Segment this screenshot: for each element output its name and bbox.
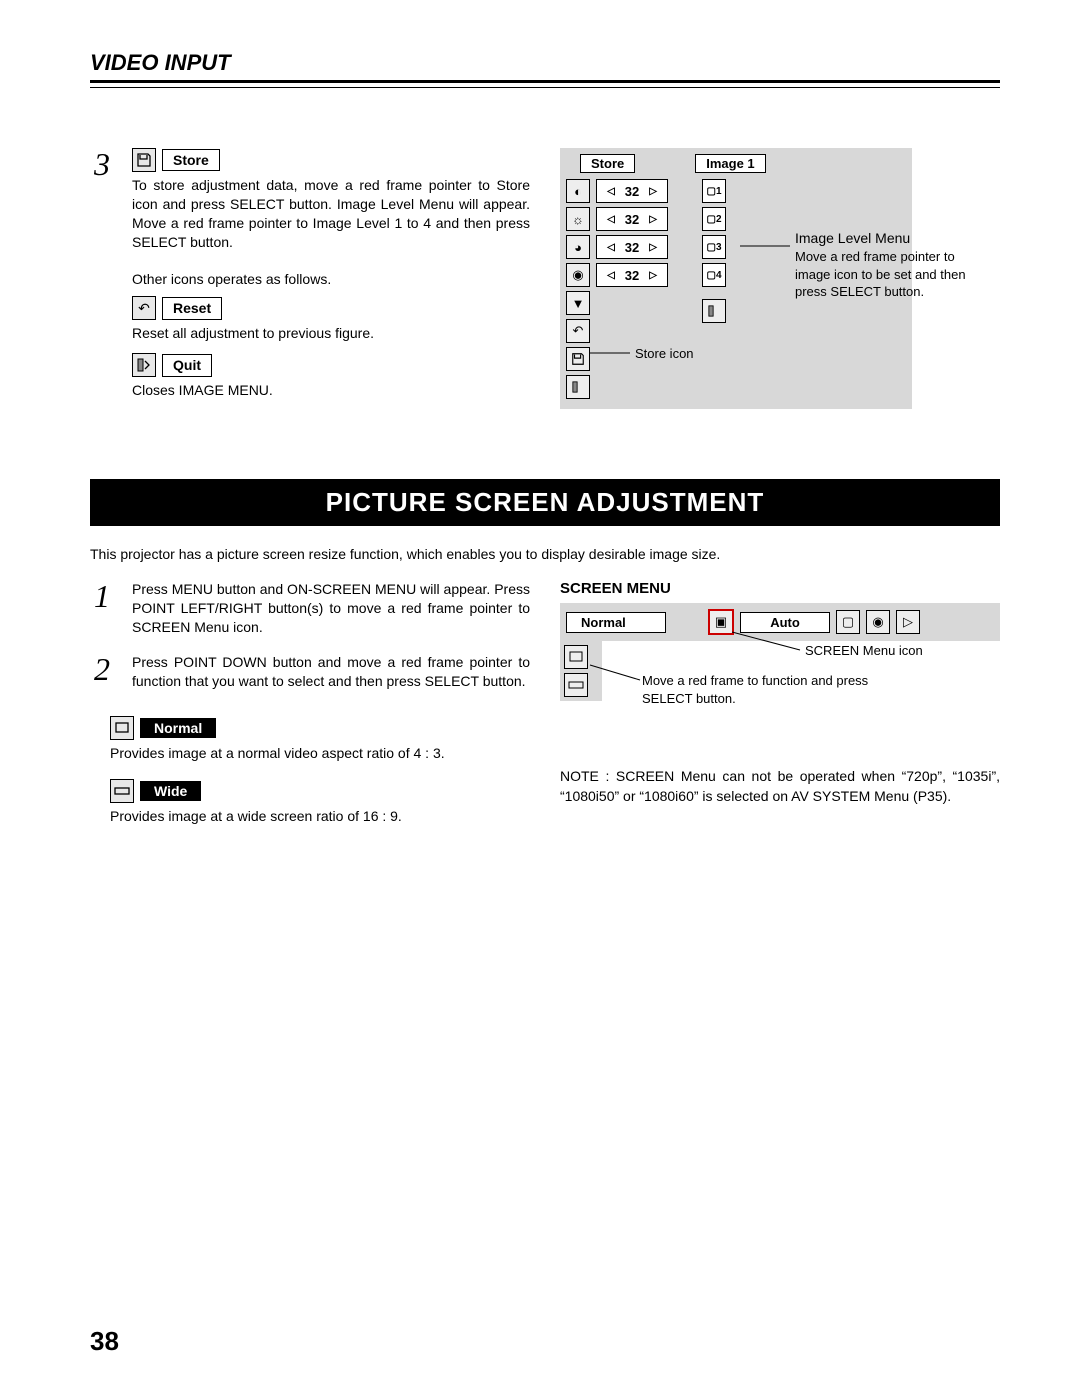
normal-label: Normal [140, 718, 216, 738]
store-side-icon[interactable] [566, 347, 590, 371]
screen-menu-icon-callout: SCREEN Menu icon [805, 642, 923, 660]
level-1[interactable]: ▢1 [702, 179, 726, 203]
quit-label: Quit [162, 354, 212, 377]
level-quit-icon[interactable] [702, 299, 726, 323]
screen-icon-2[interactable]: ▢ [836, 610, 860, 634]
color-icon: ◕ [566, 235, 590, 259]
quit-desc: Closes IMAGE MENU. [132, 381, 530, 400]
contrast-icon: ◐ [566, 179, 590, 203]
normal-desc: Provides image at a normal video aspect … [110, 744, 530, 763]
store-icon [132, 148, 156, 172]
header-title: VIDEO INPUT [90, 50, 1000, 76]
osd-store-button[interactable]: Store [580, 154, 635, 173]
step-1-number: 1 [90, 580, 114, 612]
section-banner: PICTURE SCREEN ADJUSTMENT [90, 479, 1000, 526]
level-3[interactable]: ▢3 [702, 235, 726, 259]
reset-icon: ↶ [132, 296, 156, 320]
reset-label: Reset [162, 297, 222, 320]
step-3-number: 3 [90, 148, 114, 180]
screen-auto-box[interactable]: Auto [740, 612, 830, 633]
screen-icon-4[interactable]: ▷ [896, 610, 920, 634]
screen-icon-3[interactable]: ◉ [866, 610, 890, 634]
store-icon-callout: Store icon [635, 345, 694, 363]
screen-menu-title: SCREEN MENU [560, 580, 1000, 597]
screen-icon-1[interactable]: ▣ [708, 609, 734, 635]
screen-normal-box[interactable]: Normal [566, 612, 666, 633]
image-level-callout: Move a red frame pointer to image icon t… [795, 248, 985, 301]
wide-desc: Provides image at a wide screen ratio of… [110, 807, 530, 826]
intro-text: This projector has a picture screen resi… [90, 546, 1000, 562]
brightness-value[interactable]: 32 [596, 207, 668, 231]
screen-normal-icon[interactable] [564, 645, 588, 669]
screen-wide-icon[interactable] [564, 673, 588, 697]
screen-menu-note: NOTE : SCREEN Menu can not be operated w… [560, 767, 1000, 806]
header-rule [90, 80, 1000, 88]
wide-icon [110, 779, 134, 803]
contrast-value[interactable]: 32 [596, 179, 668, 203]
osd-image-button[interactable]: Image 1 [695, 154, 765, 173]
store-desc: To store adjustment data, move a red fra… [132, 176, 530, 252]
store-label: Store [162, 149, 220, 172]
step-1-text: Press MENU button and ON-SCREEN MENU wil… [132, 580, 530, 637]
screen-menu-move-callout: Move a red frame to function and press S… [642, 672, 902, 707]
reset-side-icon[interactable]: ↶ [566, 319, 590, 343]
step-2-text: Press POINT DOWN button and move a red f… [132, 653, 530, 691]
page-number: 38 [90, 1326, 119, 1357]
reset-desc: Reset all adjustment to previous figure. [132, 324, 530, 343]
normal-icon [110, 716, 134, 740]
step-2-number: 2 [90, 653, 114, 685]
tint-icon: ◉ [566, 263, 590, 287]
brightness-icon: ☼ [566, 207, 590, 231]
down-arrow-icon[interactable]: ▼ [566, 291, 590, 315]
screen-menu-bar: Normal ▣ Auto ▢ ◉ ▷ [560, 603, 1000, 641]
level-4[interactable]: ▢4 [702, 263, 726, 287]
level-2[interactable]: ▢2 [702, 207, 726, 231]
quit-side-icon[interactable] [566, 375, 590, 399]
other-icons-text: Other icons operates as follows. [132, 270, 530, 289]
wide-label: Wide [140, 781, 201, 801]
color-value[interactable]: 32 [596, 235, 668, 259]
quit-icon [132, 353, 156, 377]
image-level-title: Image Level Menu [795, 230, 910, 246]
tint-value[interactable]: 32 [596, 263, 668, 287]
